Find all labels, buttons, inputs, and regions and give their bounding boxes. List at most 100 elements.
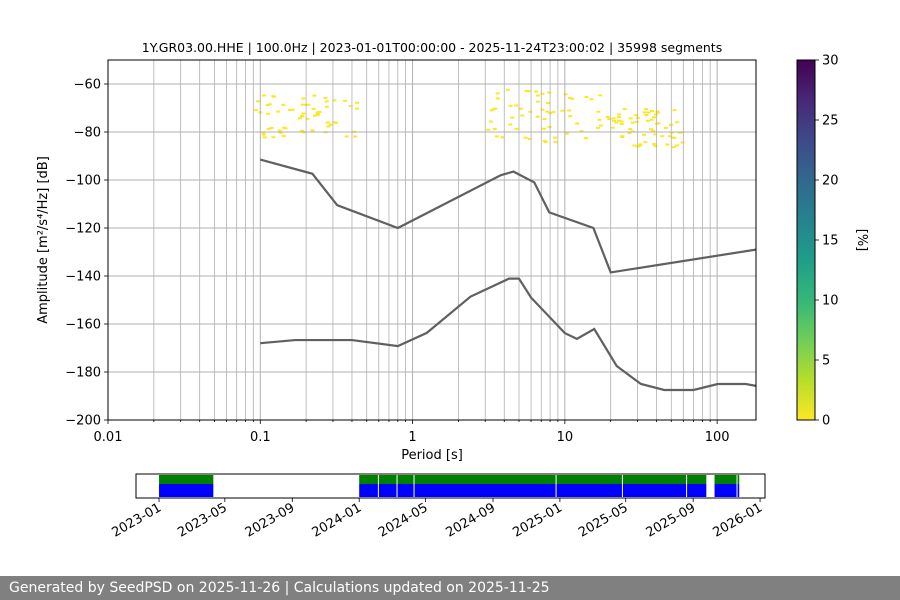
- heatmap-cell: [282, 126, 287, 129]
- colorbar-tick-label: 0: [822, 414, 830, 429]
- heatmap-cell: [262, 94, 267, 97]
- heatmap-cell: [262, 136, 267, 139]
- heatmap-cell: [536, 100, 541, 103]
- heatmap-cell: [660, 135, 665, 138]
- figure: 1Y.GR03.00.HHE | 100.0Hz | 2023-01-01T00…: [36, 40, 869, 541]
- heatmap-cell: [492, 127, 497, 130]
- heatmap-cell: [545, 110, 550, 113]
- heatmap-cell: [261, 131, 266, 134]
- colorbar: 0 5 10 15 20 25 30: [796, 54, 839, 429]
- heatmap-cell: [540, 108, 545, 111]
- grid: [108, 60, 756, 420]
- heatmap-cell: [505, 88, 510, 91]
- heatmap-cell: [541, 127, 546, 130]
- colorbar-tick-label: 10: [822, 294, 839, 309]
- heatmap-cell: [542, 118, 547, 121]
- heatmap-cell: [671, 146, 676, 149]
- heatmap-cell: [491, 108, 496, 111]
- heatmap-cell: [534, 90, 539, 93]
- heatmap-cell: [668, 135, 673, 138]
- availability-tick-label: 2023-09: [243, 500, 298, 540]
- y-tick-label: −200: [65, 414, 101, 429]
- heatmap-cell: [614, 121, 619, 124]
- heatmap-cell: [269, 126, 274, 129]
- heatmap-cell: [301, 112, 306, 115]
- heatmap-cell: [266, 112, 271, 115]
- heatmap-cell: [546, 102, 551, 105]
- heatmap-cell: [323, 96, 328, 99]
- heatmap-cell: [575, 122, 580, 125]
- availability-tick-label: 2023-05: [175, 500, 230, 540]
- heatmap-cell: [489, 109, 494, 112]
- heatmap-cell: [523, 136, 528, 139]
- heatmap-cell: [560, 109, 565, 112]
- heatmap-cell: [486, 128, 491, 131]
- y-tick-label: −180: [65, 366, 101, 381]
- heatmap-cell: [620, 135, 625, 138]
- nlnm-line: [260, 277, 756, 392]
- heatmap-cell: [494, 135, 499, 138]
- heatmap-cell: [655, 110, 660, 113]
- y-tick-label: −140: [65, 270, 101, 285]
- availability-green-segment: [159, 475, 214, 484]
- heatmap-cell: [680, 141, 685, 144]
- heatmap-cell: [495, 97, 500, 100]
- heatmap-cell: [328, 123, 333, 126]
- colorbar-label: [%]: [854, 229, 869, 252]
- x-tick-label: 0.01: [94, 430, 123, 445]
- heatmap-cell: [300, 103, 305, 106]
- heatmap-cell: [305, 117, 310, 120]
- heatmap-cell: [672, 109, 677, 112]
- availability-tick-label: 2025-01: [510, 500, 565, 540]
- heatmap-cell: [669, 131, 674, 134]
- x-tick-label: 10: [557, 430, 574, 445]
- heatmap-cell: [353, 135, 358, 138]
- heatmap-cell: [568, 115, 573, 118]
- heatmap-cell: [520, 114, 525, 117]
- availability-tick-label: 2024-01: [310, 500, 365, 540]
- heatmap-cell: [277, 129, 282, 132]
- heatmap-cell: [611, 117, 616, 120]
- psd-heatmap: [254, 88, 685, 149]
- heatmap-cell: [518, 107, 523, 110]
- heatmap-cell: [619, 122, 624, 125]
- heatmap-cell: [677, 131, 682, 134]
- plot-frame: [107, 59, 757, 421]
- heatmap-cell: [642, 111, 647, 114]
- y-axis: −60 −80 −100 −120 −140 −160 −180 −200: [65, 78, 108, 429]
- heatmap-cell: [303, 103, 308, 106]
- x-axis-label: Period [s]: [401, 448, 463, 463]
- y-axis-label: Amplitude [m²/s⁴/Hz] [dB]: [36, 156, 51, 324]
- x-tick-label: 100: [705, 430, 730, 445]
- colorbar-tick-label: 20: [822, 174, 839, 189]
- heatmap-cell: [645, 119, 650, 122]
- x-tick-label: 0.1: [250, 430, 271, 445]
- heatmap-cell: [632, 144, 637, 147]
- heatmap-cell: [622, 108, 627, 111]
- heatmap-cell: [596, 110, 601, 113]
- heatmap-cell: [299, 115, 304, 118]
- heatmap-cell: [644, 114, 649, 117]
- availability-blue-segment: [159, 484, 214, 497]
- availability-tick-label: 2024-09: [443, 500, 498, 540]
- heatmap-cell: [297, 117, 302, 120]
- plot-area: [107, 59, 757, 421]
- colorbar-tick-label: 25: [822, 114, 839, 129]
- heatmap-cell: [543, 141, 548, 144]
- heatmap-cell: [607, 118, 612, 121]
- heatmap-cell: [652, 116, 657, 119]
- heatmap-cell: [564, 132, 569, 135]
- heatmap-cell: [343, 99, 348, 102]
- footer: Generated by SeedPSD on 2025-11-26 | Cal…: [0, 576, 900, 600]
- heatmap-cell: [310, 129, 315, 132]
- heatmap-cell: [665, 143, 670, 146]
- heatmap-cell: [265, 104, 270, 107]
- heatmap-cell: [535, 115, 540, 118]
- heatmap-cell: [656, 122, 661, 125]
- heatmap-cell: [317, 110, 322, 113]
- heatmap-cell: [563, 93, 568, 96]
- heatmap-cell: [540, 92, 545, 95]
- heatmap-cell: [552, 136, 557, 139]
- availability-blue-segment: [359, 484, 707, 497]
- heatmap-cell: [332, 99, 337, 102]
